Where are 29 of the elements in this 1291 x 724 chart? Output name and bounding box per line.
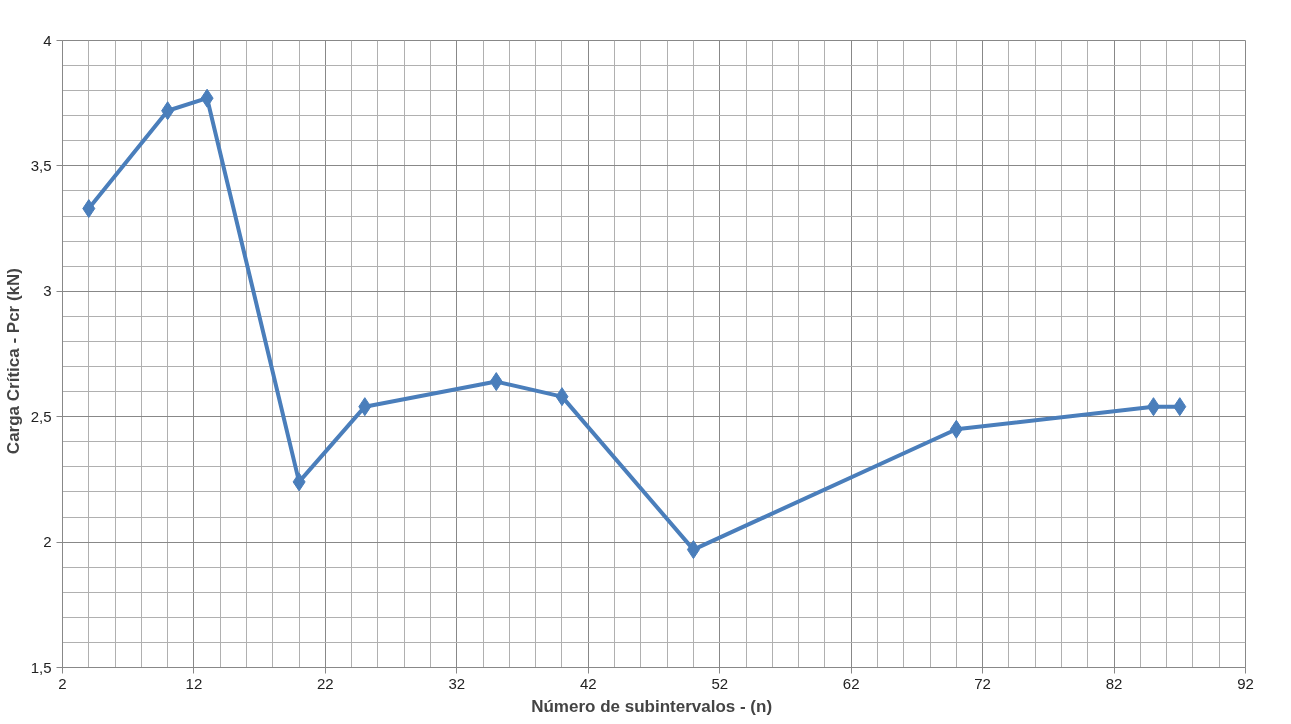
y-tick-label: 4 (43, 31, 52, 49)
y-axis-title: Carga Crítica - Pcr (kN) (3, 268, 23, 455)
point (161, 101, 175, 121)
x-tick-label: 12 (185, 674, 203, 692)
x-tick-label: 82 (1105, 674, 1123, 692)
x-tick-label: 32 (448, 674, 466, 692)
y-tick-label: 2 (43, 533, 52, 551)
point (1173, 397, 1187, 417)
point (555, 387, 569, 407)
y-tick-label: 3 (43, 282, 52, 300)
x-tick-label: 42 (579, 674, 597, 692)
x-tick-label: 72 (974, 674, 991, 692)
x-tick-label: 2 (58, 674, 67, 692)
x-tick-label: 52 (711, 674, 729, 692)
point (686, 540, 700, 560)
y-tick-label: 3,5 (30, 156, 52, 174)
x-tick-label: 92 (1237, 674, 1254, 692)
point (949, 419, 963, 439)
point (1146, 397, 1160, 417)
point (358, 397, 372, 417)
point (292, 472, 306, 492)
x-tick-label: 22 (317, 674, 334, 692)
point (82, 199, 96, 219)
point (489, 372, 503, 392)
y-tick-label: 2,5 (30, 407, 52, 425)
x-tick-label: 62 (842, 674, 860, 692)
x-axis-title: Número de subintervalos - (n) (531, 696, 773, 716)
y-tick-label: 1,5 (30, 658, 52, 676)
point (200, 88, 214, 108)
